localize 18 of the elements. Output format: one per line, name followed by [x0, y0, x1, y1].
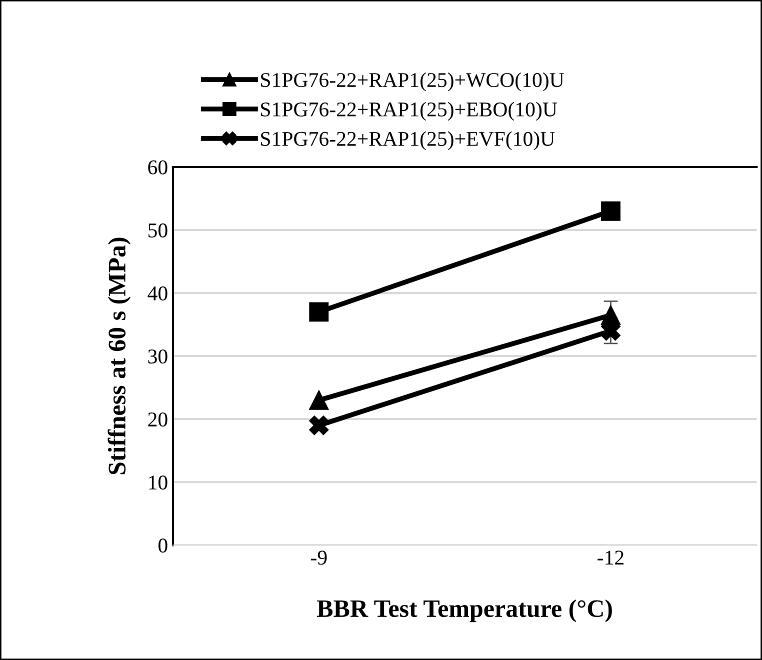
point	[309, 416, 329, 436]
legend-label: S1PG76-22+RAP1(25)+WCO(10)U	[261, 72, 564, 92]
y-tick-label: 0	[158, 538, 168, 553]
y-tick-label: 30	[148, 349, 168, 364]
point	[309, 390, 329, 410]
y-tick-label: 50	[148, 223, 168, 238]
y-tick-label: 40	[148, 286, 168, 300]
legend-label: S1PG76-22+RAP1(25)+EBO(10)U	[261, 102, 558, 121]
point	[309, 302, 329, 322]
point	[601, 201, 620, 221]
y-tick-label: 20	[148, 412, 168, 427]
x-tick-label: -9	[310, 550, 327, 565]
y-tick-label: 10	[149, 476, 168, 490]
x-tick-label: -12	[598, 550, 624, 564]
y-tick-label: 60	[148, 160, 168, 174]
y-axis-title: Stiffness at 60 s (MPa)	[108, 238, 131, 474]
x-axis-title: BBR Test Temperature (°C)	[317, 599, 612, 622]
legend-label: S1PG76-22+RAP1(25)+EVF(10)U	[261, 131, 555, 150]
